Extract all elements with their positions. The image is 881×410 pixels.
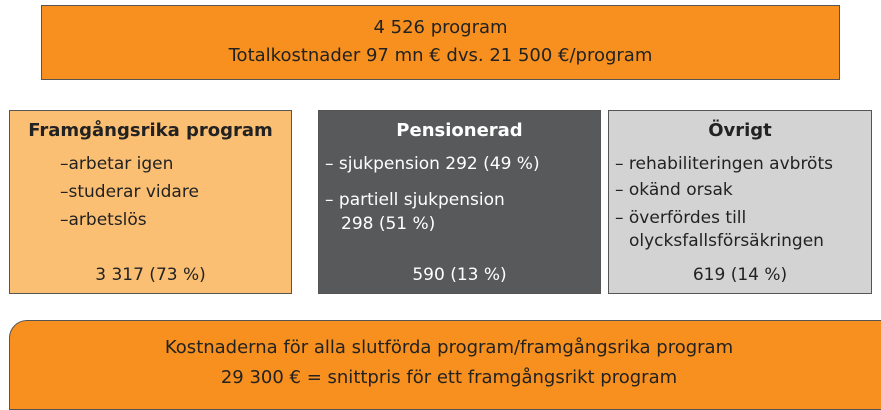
- column-item: –arbetslös: [60, 210, 147, 230]
- column-box: Framgångsrika program –arbetar igen –stu…: [9, 110, 292, 294]
- footer-line: Kostnaderna för alla slutförda program/f…: [164, 337, 734, 358]
- column-title: Framgångsrika program: [28, 120, 273, 141]
- column-box: Pensionerad – sjukpension 292 (49 %) – p…: [318, 110, 601, 294]
- column-item: – sjukpension 292 (49 %): [325, 154, 540, 174]
- total-box: 4 526 program Totalkostnader 97 mn € dvs…: [41, 5, 840, 80]
- column-item: 298 (51 %): [341, 214, 436, 234]
- page: {"total":{"line1":"4 526 program","line2…: [9, 5, 881, 410]
- column-item: –studerar vidare: [60, 182, 199, 202]
- column-summary: 619 (14 %): [692, 265, 788, 285]
- column-item: – överfördes till: [615, 208, 747, 228]
- total-line: Totalkostnader 97 mn € dvs. 21 500 €/pro…: [228, 45, 653, 66]
- column-title: Pensionerad: [396, 120, 523, 141]
- column-title: Övrigt: [708, 120, 772, 141]
- column-item: –arbetar igen: [60, 154, 174, 174]
- column-item: olycksfallsförsäkringen: [629, 231, 824, 251]
- column-summary: 3 317 (73 %): [95, 265, 206, 285]
- footer-line: 29 300 € = snittpris för ett framgångsri…: [220, 367, 678, 388]
- column-item: – rehabiliteringen avbröts: [615, 154, 833, 174]
- total-line: 4 526 program: [373, 17, 508, 38]
- column-item: – partiell sjukpension: [325, 190, 505, 210]
- column-summary: 590 (13 %): [412, 265, 507, 285]
- column-box: Övrigt – rehabiliteringen avbröts – okän…: [608, 110, 872, 294]
- footer-box: Kostnaderna för alla slutförda program/f…: [9, 320, 881, 410]
- column-item: – okänd orsak: [615, 180, 733, 200]
